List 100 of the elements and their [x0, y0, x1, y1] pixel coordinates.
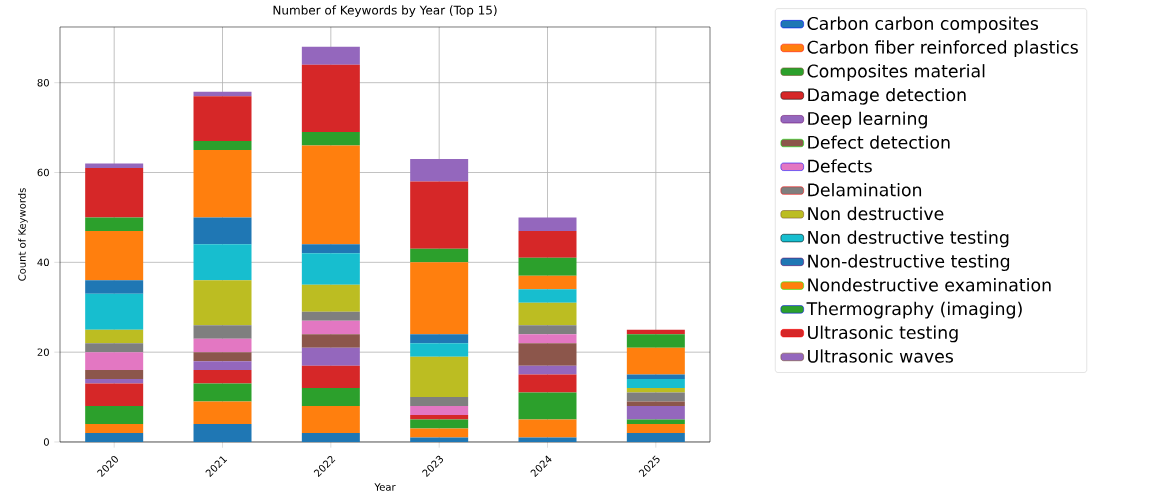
bar	[85, 280, 144, 294]
bar	[85, 424, 144, 433]
bar	[518, 374, 577, 393]
bar	[193, 217, 252, 245]
bar	[193, 370, 252, 384]
bar	[301, 347, 360, 366]
bar	[301, 320, 360, 335]
chart-title: Number of Keywords by Year (Top 15)	[273, 5, 497, 17]
bar	[410, 406, 469, 416]
bar	[626, 379, 685, 389]
bar	[85, 230, 144, 281]
bar	[626, 424, 685, 433]
y-tick-label: 60	[37, 168, 49, 177]
bar	[85, 168, 144, 218]
bar	[410, 356, 469, 398]
bar	[301, 433, 360, 442]
bar	[518, 437, 577, 442]
bar	[301, 388, 360, 407]
bar	[626, 388, 685, 393]
legend-label: Non destructive testing	[808, 230, 1009, 248]
bar	[85, 379, 144, 384]
bar	[301, 253, 360, 285]
y-tick-label: 20	[37, 348, 49, 356]
bar	[410, 437, 469, 442]
bar	[301, 46, 360, 65]
bar	[626, 406, 685, 420]
legend-label: Carbon fiber reinforced plastics	[807, 40, 1078, 58]
bar	[518, 230, 577, 258]
bar	[193, 141, 252, 151]
bar	[193, 325, 252, 339]
bar	[85, 370, 144, 380]
bar	[85, 293, 144, 330]
bar	[518, 343, 577, 366]
legend-label: Composites material	[807, 64, 985, 81]
bar	[518, 217, 577, 231]
bar	[301, 406, 360, 433]
bar	[85, 433, 144, 442]
bar	[193, 424, 252, 442]
legend-label: Non-destructive testing	[808, 254, 1010, 272]
bar	[518, 302, 577, 326]
y-tick-label: 0	[43, 438, 49, 446]
legend-label: Deep learning	[808, 111, 927, 129]
bar	[85, 352, 144, 371]
bar	[301, 284, 360, 312]
bar	[518, 257, 577, 276]
bar	[410, 334, 469, 344]
bar	[193, 361, 252, 371]
bar	[626, 433, 685, 442]
bar	[518, 334, 577, 344]
y-axis-title: Count of Keywords	[18, 188, 28, 281]
bar	[85, 217, 144, 231]
legend-label: Delamination	[808, 182, 922, 197]
bar	[626, 334, 685, 348]
bar	[193, 96, 252, 142]
bar	[410, 415, 469, 420]
bar	[410, 248, 469, 263]
bar	[410, 343, 469, 357]
bar	[410, 159, 469, 182]
legend-label: Nondestructive examination	[808, 278, 1051, 292]
x-axis-title: Year	[374, 483, 396, 491]
bar	[410, 262, 469, 335]
legend-label: Ultrasonic testing	[808, 325, 958, 343]
legend-label: Non destructive	[808, 206, 944, 221]
bar	[518, 365, 577, 375]
bar	[410, 181, 469, 249]
bar	[193, 280, 252, 326]
bar	[410, 419, 469, 429]
bar	[518, 289, 577, 303]
bar	[193, 150, 252, 218]
bar	[85, 343, 144, 353]
legend-label: Defect detection	[808, 135, 950, 149]
bar	[85, 406, 144, 425]
bar	[193, 244, 252, 281]
bar	[193, 383, 252, 402]
bar	[518, 325, 577, 335]
bar	[518, 392, 577, 420]
bar	[410, 397, 469, 407]
legend-label: Ultrasonic waves	[808, 349, 953, 363]
bar	[301, 365, 360, 389]
bar	[301, 244, 360, 254]
y-tick-label: 80	[37, 78, 49, 87]
legend-label: Defects	[808, 159, 872, 173]
bar	[301, 145, 360, 245]
bar	[301, 334, 360, 348]
bar	[626, 347, 685, 375]
bar	[301, 132, 360, 146]
bar	[193, 401, 252, 425]
bar	[626, 392, 685, 402]
bar	[85, 329, 144, 344]
y-tick-label: 40	[37, 258, 49, 267]
legend-label: Damage detection	[808, 87, 966, 105]
legend-label: Thermography (imaging)	[806, 301, 1022, 319]
bar	[518, 275, 577, 290]
bar	[518, 419, 577, 438]
bar	[301, 64, 360, 133]
bar	[193, 352, 252, 362]
bar	[301, 311, 360, 321]
legend-label: Carbon carbon composites	[807, 16, 1039, 34]
bar	[193, 338, 252, 353]
bar	[85, 383, 144, 407]
